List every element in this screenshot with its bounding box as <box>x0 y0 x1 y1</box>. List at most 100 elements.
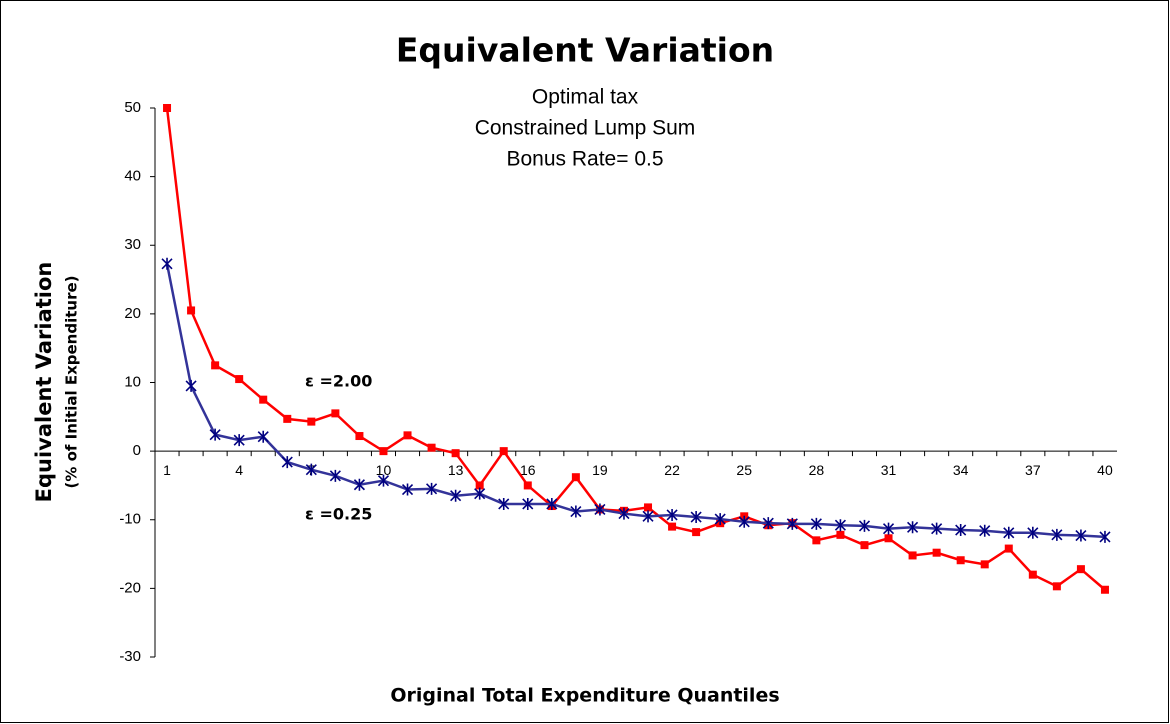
marker <box>1076 565 1085 574</box>
marker <box>738 515 750 528</box>
marker <box>331 409 340 418</box>
marker <box>281 456 293 469</box>
marker <box>786 517 798 530</box>
marker <box>187 306 196 315</box>
marker <box>692 528 701 537</box>
y-tick-label: 20 <box>124 305 141 322</box>
marker <box>714 513 726 526</box>
x-tick-label: 28 <box>809 462 825 478</box>
x-axis-label: Original Total Expenditure Quantiles <box>390 685 779 707</box>
marker <box>642 510 654 523</box>
y-tick-label: 0 <box>133 442 141 459</box>
marker <box>1003 526 1015 539</box>
marker <box>546 497 558 510</box>
x-tick-label: 13 <box>448 462 464 478</box>
series-label: ε =2.00 <box>305 372 372 391</box>
marker <box>668 522 677 531</box>
marker <box>401 483 414 496</box>
x-tick-label: 37 <box>1025 462 1041 478</box>
marker <box>450 489 462 502</box>
subtitle: Constrained Lump Sum <box>475 117 696 140</box>
marker <box>860 541 869 550</box>
y-tick-label: -30 <box>119 648 141 665</box>
marker <box>329 469 341 482</box>
marker <box>307 417 316 426</box>
marker <box>211 361 220 370</box>
marker <box>979 524 991 537</box>
marker <box>931 522 943 535</box>
y-tick-label: -20 <box>119 579 141 596</box>
marker <box>1052 582 1061 591</box>
marker <box>499 447 508 456</box>
y-tick-label: 40 <box>124 168 141 185</box>
marker <box>475 481 484 490</box>
marker <box>1027 526 1039 539</box>
series-line <box>165 263 1106 539</box>
marker <box>955 524 967 537</box>
marker <box>427 443 436 452</box>
x-tick-label: 10 <box>376 462 392 478</box>
marker <box>426 482 438 495</box>
marker <box>233 434 245 447</box>
marker <box>908 551 917 560</box>
marker <box>163 104 172 112</box>
series-line <box>165 107 1106 591</box>
x-tick-label: 16 <box>520 462 536 478</box>
y-tick-label: 30 <box>124 236 141 253</box>
marker <box>474 487 486 500</box>
marker <box>259 395 268 404</box>
y-tick-label: -10 <box>119 511 141 528</box>
x-tick-label: 31 <box>881 462 897 478</box>
x-tick-label: 25 <box>736 462 752 478</box>
marker <box>644 503 653 512</box>
marker <box>594 503 606 516</box>
y-tick-label: 10 <box>124 373 141 390</box>
series-label: ε =0.25 <box>305 505 372 524</box>
marker <box>209 428 221 441</box>
marker <box>1028 570 1037 579</box>
marker <box>932 548 941 557</box>
marker <box>1004 544 1013 553</box>
marker <box>355 432 364 441</box>
marker <box>836 530 845 539</box>
marker <box>884 534 893 543</box>
marker <box>451 449 460 458</box>
x-tick-label: 19 <box>592 462 608 478</box>
marker <box>834 519 846 532</box>
marker <box>1099 530 1111 543</box>
marker <box>980 560 989 569</box>
marker <box>403 431 412 440</box>
marker <box>690 511 702 524</box>
subtitle: Bonus Rate= 0.5 <box>506 148 663 171</box>
marker <box>618 507 630 520</box>
x-tick-label: 40 <box>1097 462 1113 478</box>
marker <box>235 375 244 384</box>
y-tick-label: 50 <box>124 99 141 116</box>
x-tick-label: 34 <box>953 462 969 478</box>
marker <box>161 257 173 270</box>
marker <box>257 430 269 443</box>
marker <box>907 521 919 534</box>
marker <box>185 379 197 392</box>
x-tick-label: 1 <box>163 462 171 478</box>
marker <box>283 414 292 423</box>
marker <box>666 508 678 521</box>
marker <box>810 517 822 530</box>
marker <box>882 522 895 535</box>
marker <box>812 536 821 545</box>
marker <box>1100 585 1109 594</box>
marker <box>353 478 365 491</box>
marker <box>523 481 532 490</box>
x-tick-label: 22 <box>664 462 680 478</box>
marker <box>956 556 965 565</box>
marker <box>1051 528 1063 541</box>
chart-title: Equivalent Variation <box>396 31 774 70</box>
marker <box>570 505 582 518</box>
marker <box>762 517 774 530</box>
marker <box>858 519 871 532</box>
marker <box>379 447 388 456</box>
marker <box>522 497 534 510</box>
subtitle: Optimal tax <box>532 86 639 109</box>
